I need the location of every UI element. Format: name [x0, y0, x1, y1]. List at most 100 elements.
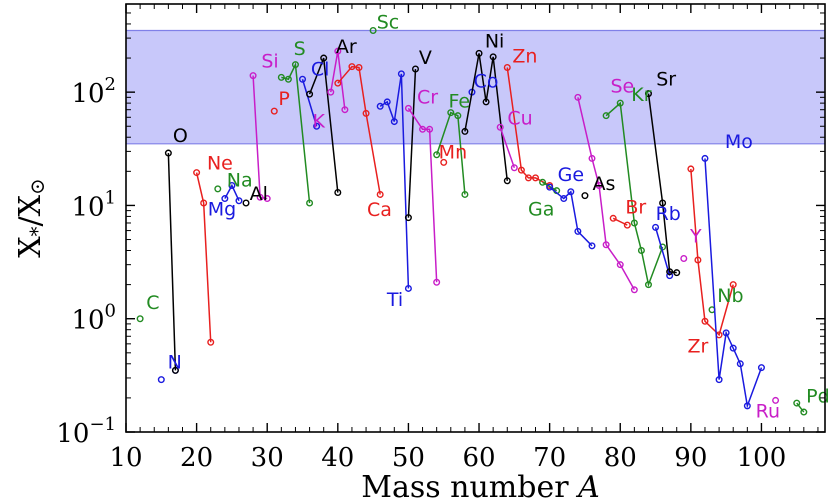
data-point-mg: [221, 195, 229, 203]
element-label-sc: Sc: [377, 12, 400, 34]
element-label-y: Y: [689, 226, 702, 248]
data-point-ne: [200, 199, 208, 207]
series-mn: [440, 158, 448, 166]
data-point-se: [630, 286, 638, 294]
data-point-cl: [299, 75, 307, 83]
data-point-ni: [489, 53, 497, 61]
data-point-se: [574, 93, 582, 101]
data-point-mo: [757, 364, 765, 372]
element-label-ga: Ga: [528, 198, 554, 220]
plot-frame: [125, 3, 826, 433]
series-layer: [136, 27, 808, 416]
data-point-kr: [630, 219, 638, 227]
data-point-mg: [235, 197, 243, 205]
data-point-c: [136, 315, 144, 323]
element-label-mg: Mg: [208, 198, 236, 220]
series-ca: [334, 63, 384, 198]
data-point-mn: [440, 158, 448, 166]
data-point-si: [256, 193, 264, 201]
data-point-se: [588, 154, 596, 162]
data-point-br: [609, 214, 617, 222]
data-point-na: [214, 185, 222, 193]
data-point-s: [284, 75, 292, 83]
series-mo: [701, 154, 765, 410]
data-point-mo: [736, 360, 744, 368]
data-point-n: [157, 376, 165, 384]
data-point-zn: [532, 174, 540, 182]
element-label-br: Br: [625, 196, 646, 218]
element-label-ca: Ca: [367, 199, 392, 221]
element-label-zr: Zr: [687, 336, 708, 358]
x-axis-title: Mass number A: [361, 470, 600, 502]
element-label-na: Na: [227, 169, 253, 191]
data-point-rb: [666, 272, 674, 280]
element-label-c: C: [146, 292, 159, 314]
element-label-ge: Ge: [558, 164, 584, 186]
series-rb: [652, 223, 674, 280]
series-line-v: [407, 68, 417, 218]
data-point-ni: [503, 177, 511, 185]
data-point-se: [602, 241, 610, 249]
element-label-nb: Nb: [717, 285, 743, 307]
data-point-s: [291, 61, 299, 69]
data-point-al: [242, 199, 250, 207]
data-point-o: [164, 149, 172, 157]
element-label-ar: Ar: [336, 36, 357, 58]
data-point-kr: [616, 99, 624, 107]
data-point-mo: [729, 344, 737, 352]
y-tick-label: 102: [71, 74, 116, 109]
element-label-ne: Ne: [207, 152, 233, 174]
series-mg: [221, 181, 243, 205]
element-label-mo: Mo: [725, 131, 753, 153]
series-zr: [687, 165, 737, 339]
data-point-cu: [510, 164, 518, 172]
series-line-ni: [464, 53, 509, 181]
element-label-rb: Rb: [656, 203, 681, 225]
series-line-se: [577, 97, 636, 291]
element-label-ti: Ti: [386, 289, 403, 311]
series-fe: [433, 109, 469, 198]
x-tick-label: 10: [109, 443, 142, 473]
data-point-pd: [800, 408, 808, 416]
series-line-ge: [549, 186, 593, 247]
y-axis-title: X*/X⊙: [13, 178, 49, 258]
data-point-ge: [567, 188, 575, 196]
series-o: [164, 149, 179, 374]
element-label-ru: Ru: [756, 400, 780, 422]
data-point-si: [249, 72, 257, 80]
element-label-co: Co: [474, 70, 499, 92]
data-point-ge: [588, 242, 596, 250]
element-label-sr: Sr: [656, 68, 676, 90]
x-tick-label: 60: [462, 443, 495, 473]
series-line-fe: [435, 111, 466, 195]
y-tick-label: 100: [71, 301, 116, 336]
data-point-sr: [659, 199, 667, 207]
series-ti: [376, 70, 412, 292]
x-tick-label: 100: [737, 443, 787, 473]
series-na: [214, 185, 222, 193]
data-point-zn: [503, 64, 511, 72]
y-tick-label: 10−1: [56, 414, 116, 449]
x-tick-label: 70: [533, 443, 566, 473]
element-label-kr: Kr: [631, 84, 651, 106]
series-cl: [299, 75, 321, 130]
data-point-ca: [376, 190, 384, 198]
data-point-ar: [306, 90, 314, 98]
data-point-mo: [743, 402, 751, 410]
series-line-pd: [796, 402, 805, 413]
series-ne: [193, 169, 215, 346]
data-point-fe: [461, 190, 469, 198]
data-point-ni: [461, 127, 469, 135]
series-line-mg: [224, 183, 240, 202]
element-label-zn: Zn: [512, 46, 537, 68]
data-point-pd: [793, 399, 801, 407]
data-point-ge: [574, 227, 582, 235]
element-label-n: N: [168, 351, 182, 373]
data-point-sr: [644, 90, 652, 98]
series-al: [242, 199, 250, 207]
series-line-mo: [704, 158, 763, 409]
data-point-ti: [397, 70, 405, 78]
data-point-zr: [694, 256, 702, 264]
data-point-se: [595, 181, 603, 189]
